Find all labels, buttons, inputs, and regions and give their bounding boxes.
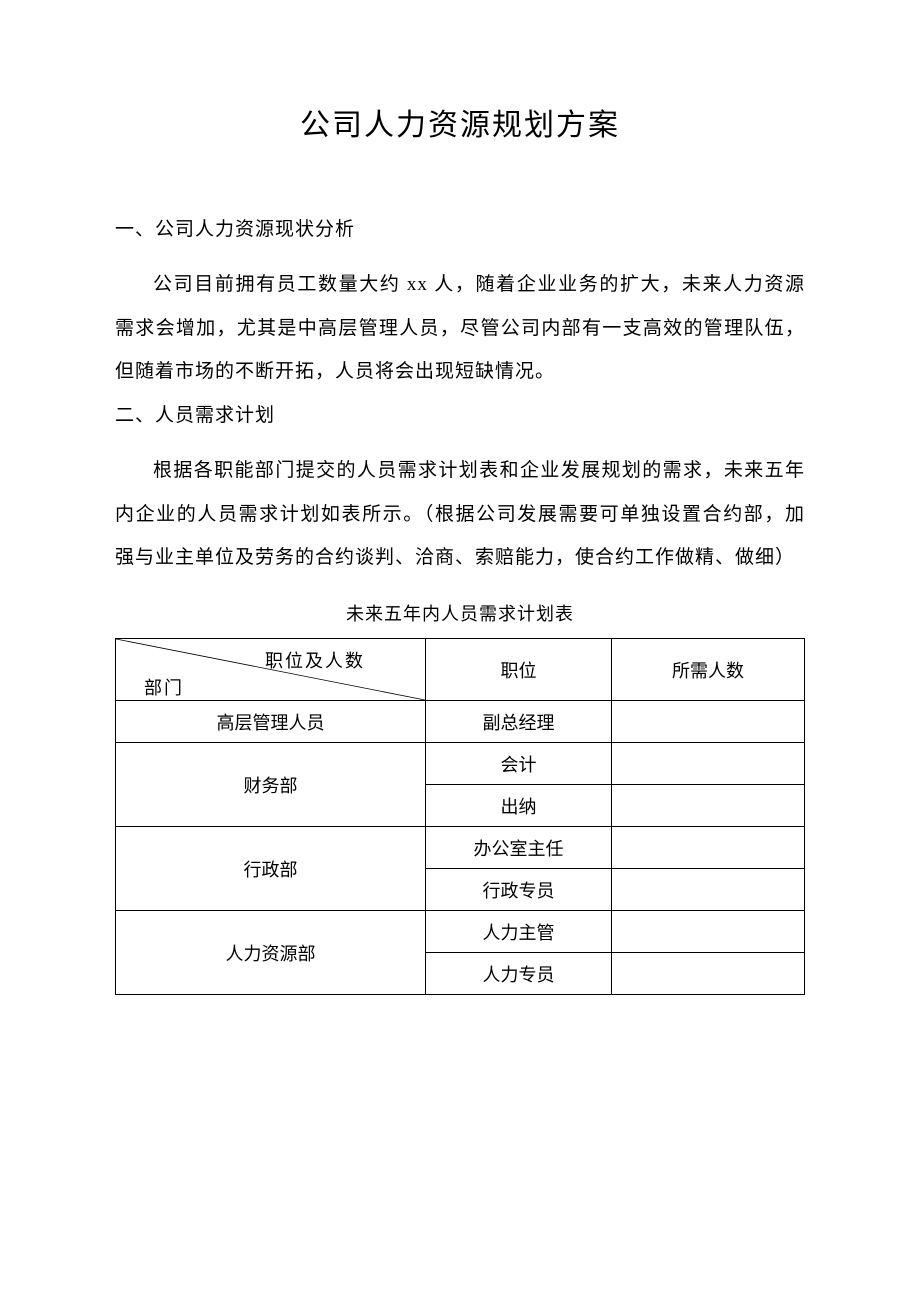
column-header-position: 职位	[426, 639, 612, 701]
table-header-row: 职位及人数 部门 职位 所需人数	[116, 639, 805, 701]
section-1-paragraph: 公司目前拥有员工数量大约 xx 人，随着企业业务的扩大，未来人力资源需求会增加，…	[115, 263, 805, 394]
position-cell: 办公室主任	[426, 827, 612, 869]
position-cell: 人力主管	[426, 911, 612, 953]
count-cell	[612, 743, 805, 785]
header-bottom-label: 部门	[144, 674, 184, 700]
count-cell	[612, 953, 805, 995]
table-caption: 未来五年内人员需求计划表	[115, 600, 805, 626]
count-cell	[612, 701, 805, 743]
table-row: 行政部 办公室主任	[116, 827, 805, 869]
dept-cell: 高层管理人员	[116, 701, 426, 743]
position-cell: 人力专员	[426, 953, 612, 995]
position-cell: 行政专员	[426, 869, 612, 911]
section-1-heading: 一、公司人力资源现状分析	[115, 214, 805, 241]
section-2-paragraph: 根据各职能部门提交的人员需求计划表和企业发展规划的需求，未来五年内企业的人员需求…	[115, 449, 805, 580]
dept-cell: 人力资源部	[116, 911, 426, 995]
section-2-heading: 二、人员需求计划	[115, 400, 805, 427]
table-row: 财务部 会计	[116, 743, 805, 785]
position-cell: 副总经理	[426, 701, 612, 743]
diagonal-header-cell: 职位及人数 部门	[116, 639, 426, 701]
count-cell	[612, 911, 805, 953]
dept-cell: 行政部	[116, 827, 426, 911]
count-cell	[612, 869, 805, 911]
table-row: 人力资源部 人力主管	[116, 911, 805, 953]
position-cell: 会计	[426, 743, 612, 785]
column-header-count: 所需人数	[612, 639, 805, 701]
count-cell	[612, 827, 805, 869]
position-cell: 出纳	[426, 785, 612, 827]
table-row: 高层管理人员 副总经理	[116, 701, 805, 743]
dept-cell: 财务部	[116, 743, 426, 827]
document-title: 公司人力资源规划方案	[115, 100, 805, 144]
header-top-label: 职位及人数	[265, 647, 365, 673]
staffing-plan-table: 职位及人数 部门 职位 所需人数 高层管理人员 副总经理 财务部 会计 出纳 行…	[115, 638, 805, 995]
count-cell	[612, 785, 805, 827]
